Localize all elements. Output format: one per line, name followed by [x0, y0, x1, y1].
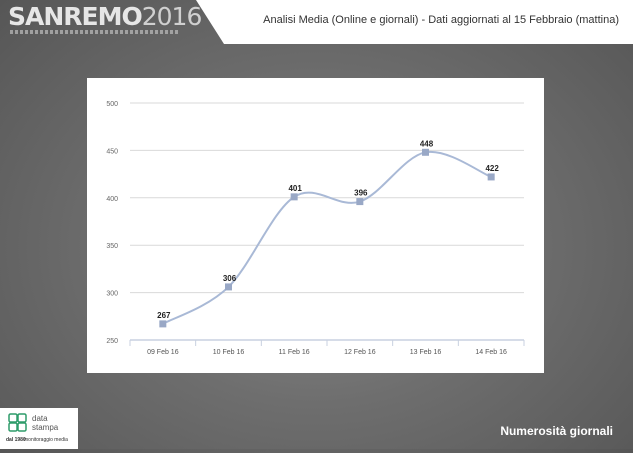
- data-point: [290, 193, 298, 201]
- x-tick-label: 12 Feb 16: [344, 349, 376, 356]
- x-axis-ticks: 09 Feb 16 10 Feb 16 11 Feb 16 12 Feb 16 13 F…: [147, 349, 507, 356]
- y-axis-ticks: 250 300 350 400 450 500: [106, 101, 118, 345]
- datastampa-logo: data stampa dal 1980 monitoraggio media: [0, 408, 78, 449]
- data-label: 448: [420, 139, 434, 148]
- line-chart: 250 300 350 400 450 500 09 Feb 16 10 Feb 16 11 …: [106, 101, 525, 356]
- brand-line1: data: [32, 414, 48, 423]
- data-point: [159, 320, 167, 328]
- series-path: [162, 150, 492, 325]
- y-tick-label: 250: [106, 338, 118, 345]
- brand-tagline-bold: dal 1980: [6, 437, 26, 443]
- grid-lines: [130, 102, 524, 294]
- data-label: 401: [288, 184, 302, 193]
- series-markers: [159, 148, 495, 328]
- y-tick-label: 500: [106, 101, 118, 108]
- page-title: Analisi Media (Online e giornali) - Dati…: [263, 14, 619, 26]
- logo-decoration: [10, 30, 180, 34]
- y-tick-label: 450: [106, 148, 118, 155]
- data-labels: 267 306 401 396 448 422: [157, 139, 499, 320]
- sanremo-logo: SANREMO2016: [8, 2, 202, 40]
- logo-name: SANREMO: [8, 2, 143, 31]
- series-line: [162, 150, 492, 325]
- x-tick-label: 10 Feb 16: [213, 349, 245, 356]
- data-point: [422, 148, 429, 156]
- x-tick-label: 14 Feb 16: [475, 349, 507, 356]
- x-tick-label: 13 Feb 16: [410, 349, 442, 356]
- header-panel: [196, 0, 633, 44]
- y-tick-label: 400: [106, 196, 118, 203]
- data-label: 422: [485, 164, 499, 173]
- chart-card: 250 300 350 400 450 500 09 Feb 16 10 Feb 16 11 …: [87, 78, 544, 373]
- y-tick-label: 350: [106, 243, 118, 250]
- logo-year: 2016: [141, 2, 203, 31]
- x-tick-label: 11 Feb 16: [279, 349, 310, 356]
- y-tick-label: 300: [106, 291, 118, 298]
- data-point: [356, 198, 364, 206]
- x-axis: [129, 339, 525, 346]
- data-label: 306: [223, 274, 237, 283]
- brand-tagline: monitoraggio media: [24, 437, 68, 443]
- data-point: [487, 173, 495, 181]
- data-point: [225, 283, 232, 291]
- logo-wordmark: SANREMO2016: [8, 2, 202, 31]
- brand-line2: stampa: [32, 423, 59, 432]
- data-label: 267: [157, 311, 171, 320]
- data-label: 396: [354, 189, 368, 198]
- datastampa-logo-icon: data stampa dal 1980 monitoraggio media: [6, 413, 68, 443]
- section-label: Numerosità giornali: [500, 424, 613, 438]
- x-tick-label: 09 Feb 16: [147, 349, 179, 356]
